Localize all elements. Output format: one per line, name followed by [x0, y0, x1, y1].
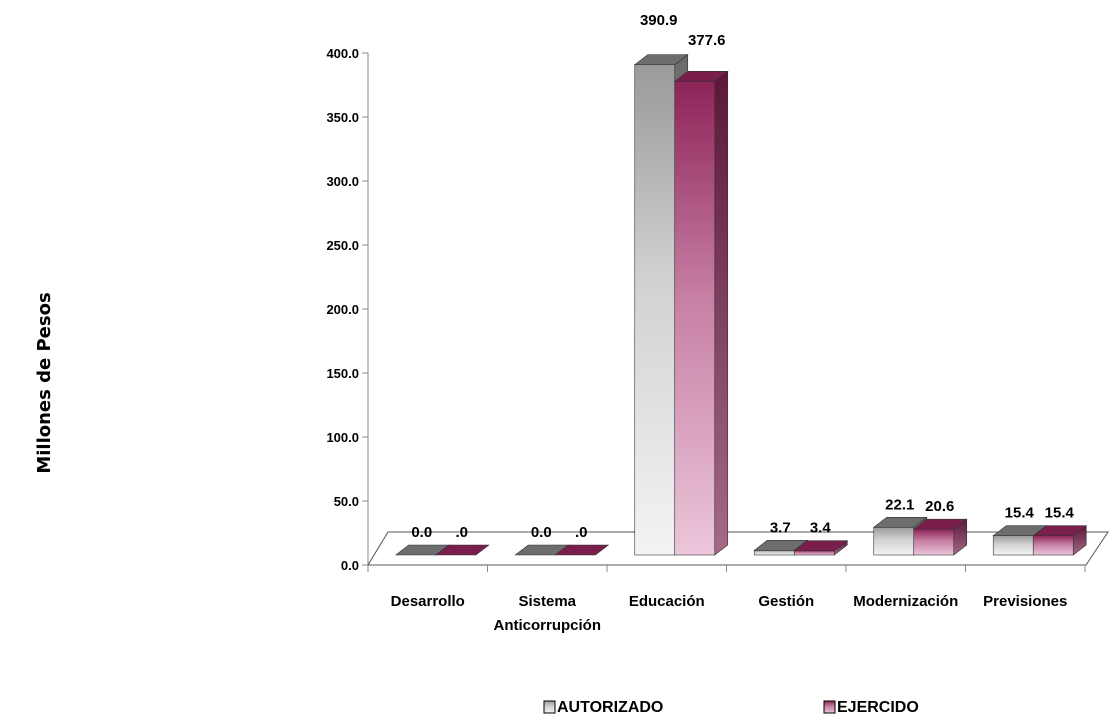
- x-category-label: Educación: [629, 593, 705, 610]
- data-label-ejercido: .0: [455, 524, 468, 541]
- bar-top-autorizado: [872, 516, 928, 528]
- data-label-autorizado: 3.7: [770, 519, 791, 536]
- bar-top-ejercido: [1032, 525, 1088, 536]
- bar-ejercido[interactable]: [554, 544, 610, 556]
- bar-top-ejercido: [793, 540, 849, 552]
- y-tick-label: 300.0: [326, 174, 359, 189]
- y-axis-title: Millones de Pesos: [34, 292, 55, 473]
- data-label-ejercido: 377.6: [688, 32, 726, 49]
- axis-layer: 0.0 50.0 100.0 150.0 200.0 250.0 300.0 350.0 400…: [326, 46, 369, 573]
- data-label-autorizado: 15.4: [1005, 505, 1035, 522]
- legend: AUTORIZADO EJERCIDO: [543, 699, 919, 716]
- data-label-autorizado: 22.1: [885, 496, 914, 513]
- legend-item-ejercido[interactable]: EJERCIDO: [823, 699, 919, 716]
- bar-ejercido[interactable]: [673, 70, 729, 556]
- x-category-label: Desarrollo: [391, 593, 465, 610]
- x-category-label: Anticorrupción: [494, 617, 602, 634]
- legend-label-autorizado: AUTORIZADO: [557, 699, 663, 716]
- y-tick-label: 250.0: [326, 238, 359, 253]
- bar-top-ejercido: [912, 518, 968, 530]
- data-label-ejercido: 20.6: [925, 498, 954, 515]
- y-tick-label: 100.0: [326, 430, 359, 445]
- bar-ejercido[interactable]: [912, 518, 968, 556]
- bar-ejercido[interactable]: [793, 540, 849, 556]
- bar-front-autorizado: [873, 526, 915, 556]
- labels-layer: 0.0 .0 Desarrollo 0.0 .0 Sistema Anticorrupció…: [391, 12, 1075, 634]
- x-category-label: Previsiones: [983, 593, 1067, 610]
- data-label-ejercido: 15.4: [1045, 505, 1075, 522]
- y-tick-label: 350.0: [326, 110, 359, 125]
- y-tick-label: 200.0: [326, 302, 359, 317]
- legend-label-ejercido: EJERCIDO: [837, 699, 919, 716]
- data-label-ejercido: .0: [575, 524, 588, 541]
- bar-top-autorizado: [633, 54, 689, 65]
- bars-layer: [394, 54, 1088, 556]
- bar-front-autorizado: [753, 550, 795, 556]
- data-label-ejercido: 3.4: [810, 520, 832, 537]
- bar-front-ejercido: [1032, 535, 1074, 556]
- bar-top-ejercido: [434, 544, 490, 556]
- y-tick-label: 0.0: [341, 558, 359, 573]
- bar-ejercido[interactable]: [434, 544, 490, 556]
- bar-front-ejercido: [913, 528, 955, 556]
- data-label-autorizado: 0.0: [531, 524, 552, 541]
- bar-ejercido[interactable]: [1032, 525, 1088, 556]
- bar-top-ejercido: [673, 71, 729, 82]
- y-tick-label: 150.0: [326, 366, 359, 381]
- bar-side-ejercido: [714, 70, 729, 556]
- x-category-label: Sistema: [518, 593, 576, 610]
- bar-front-ejercido: [793, 550, 835, 556]
- bar-front-autorizado: [992, 535, 1034, 556]
- y-tick-label: 400.0: [326, 46, 359, 61]
- bar-front-ejercido: [674, 81, 716, 556]
- bar-top-ejercido: [554, 544, 610, 556]
- x-category-label: Modernización: [853, 593, 958, 610]
- legend-item-autorizado[interactable]: AUTORIZADO: [543, 699, 663, 716]
- bar-front-autorizado: [634, 64, 676, 556]
- y-tick-label: 50.0: [334, 494, 359, 509]
- data-label-autorizado: 0.0: [411, 524, 432, 541]
- x-category-label: Gestión: [758, 593, 814, 610]
- legend-swatch-autorizado: [543, 700, 556, 714]
- bar-top-autorizado: [753, 540, 809, 551]
- legend-swatch-ejercido: [823, 700, 836, 714]
- data-label-autorizado: 390.9: [640, 12, 678, 29]
